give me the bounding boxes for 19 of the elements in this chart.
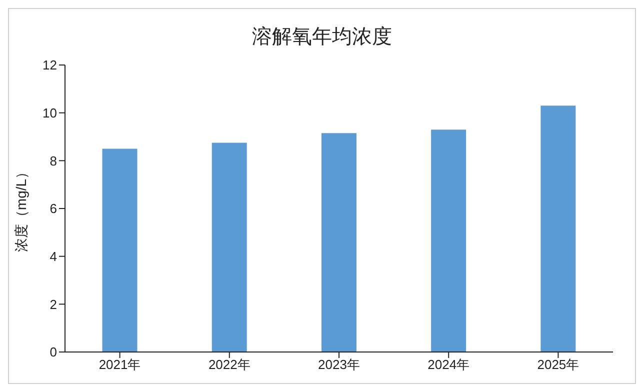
bar xyxy=(321,133,356,352)
bar xyxy=(212,142,247,352)
y-tick-label: 4 xyxy=(50,248,57,264)
y-tick-label: 10 xyxy=(42,105,57,120)
y-tick-label: 12 xyxy=(42,58,57,73)
x-tick-label: 2023年 xyxy=(318,357,360,372)
y-axis-title: 浓度（mg/L） xyxy=(12,164,29,252)
bar xyxy=(540,106,576,352)
y-tick-label: 8 xyxy=(50,153,57,168)
x-tick-label: 2024年 xyxy=(428,357,470,372)
y-tick-label: 2 xyxy=(50,296,57,312)
x-tick-label: 2021年 xyxy=(98,357,141,372)
x-tick-label: 2025年 xyxy=(537,357,580,372)
y-tick-label: 6 xyxy=(50,201,57,216)
bar xyxy=(431,130,466,352)
x-tick-label: 2022年 xyxy=(208,357,250,372)
y-tick-label: 0 xyxy=(50,344,57,360)
chart-title: 溶解氧年均浓度 xyxy=(251,25,393,50)
bar xyxy=(102,148,138,352)
